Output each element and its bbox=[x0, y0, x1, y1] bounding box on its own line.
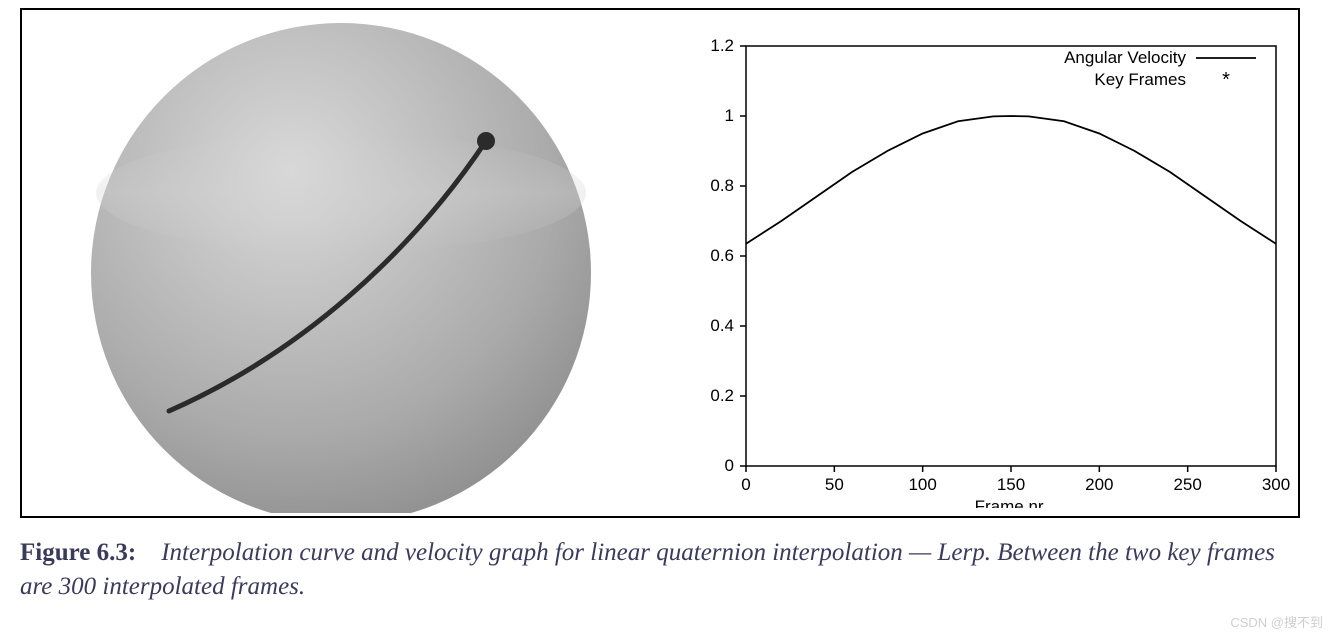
svg-text:1: 1 bbox=[725, 106, 734, 125]
svg-text:1.2: 1.2 bbox=[710, 36, 734, 55]
svg-text:Frame nr.: Frame nr. bbox=[975, 497, 1048, 508]
svg-text:300: 300 bbox=[1262, 475, 1290, 494]
svg-text:Key Frames: Key Frames bbox=[1094, 70, 1186, 89]
svg-text:0.4: 0.4 bbox=[710, 316, 734, 335]
svg-text:Angular Velocity: Angular Velocity bbox=[1064, 48, 1186, 67]
svg-text:0: 0 bbox=[741, 475, 750, 494]
figure-number: 6.3: bbox=[97, 539, 137, 566]
svg-text:50: 50 bbox=[825, 475, 844, 494]
svg-text:150: 150 bbox=[997, 475, 1025, 494]
chart-svg: 0 50 100 150 200 250 300 Frame nr. 0 0.2 0.4 0.6 0.8… bbox=[664, 18, 1294, 508]
figure-label-word: Figure bbox=[20, 539, 90, 566]
watermark: CSDN @搜不到 bbox=[1230, 612, 1323, 631]
svg-text:0: 0 bbox=[725, 456, 734, 475]
figure-box: 0 50 100 150 200 250 300 Frame nr. 0 0.2 0.4 0.6 0.8… bbox=[20, 8, 1300, 518]
svg-text:200: 200 bbox=[1085, 475, 1113, 494]
sphere-panel bbox=[22, 10, 660, 516]
svg-text:100: 100 bbox=[908, 475, 936, 494]
svg-text:250: 250 bbox=[1173, 475, 1201, 494]
svg-text:0.6: 0.6 bbox=[710, 246, 734, 265]
figure-caption: Figure 6.3: Interpolation curve and velo… bbox=[20, 536, 1300, 604]
chart-panel: 0 50 100 150 200 250 300 Frame nr. 0 0.2 0.4 0.6 0.8… bbox=[660, 10, 1298, 516]
svg-text:0.2: 0.2 bbox=[710, 386, 734, 405]
svg-text:*: * bbox=[1222, 69, 1230, 91]
svg-text:0.8: 0.8 bbox=[710, 176, 734, 195]
figure-label: Figure 6.3: bbox=[20, 539, 142, 566]
sphere-svg bbox=[51, 13, 631, 513]
figure-caption-text: Interpolation curve and velocity graph f… bbox=[20, 539, 1275, 600]
